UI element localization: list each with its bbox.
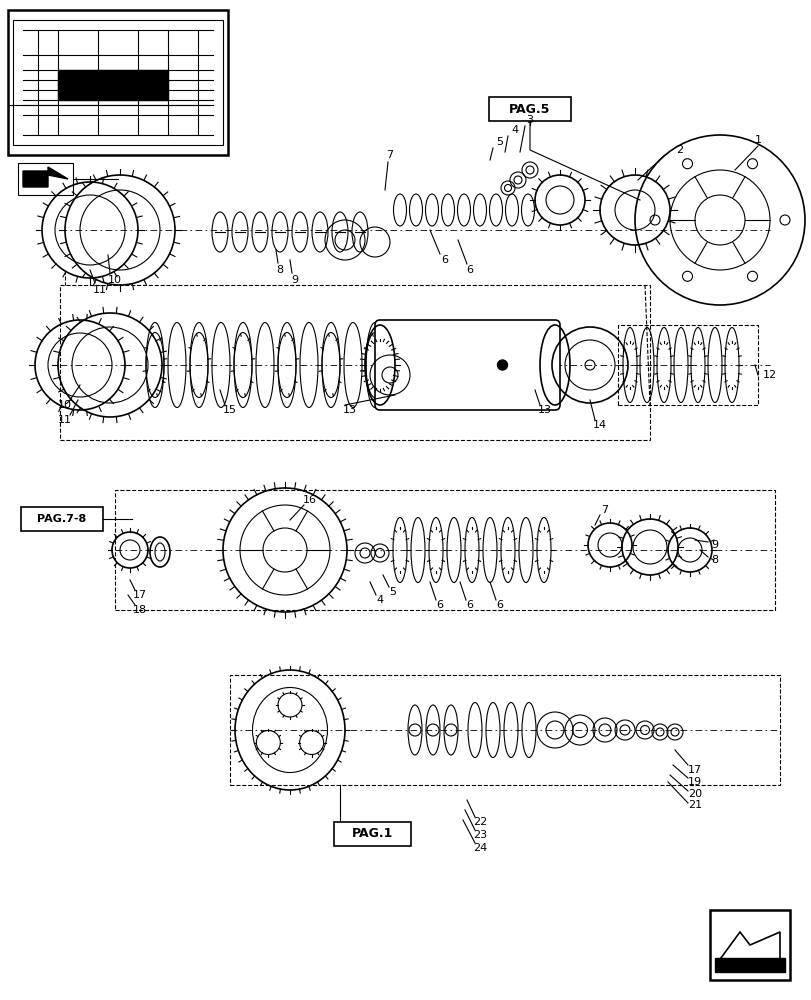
- Text: 8: 8: [710, 555, 718, 565]
- Text: 10: 10: [58, 400, 72, 410]
- FancyBboxPatch shape: [333, 822, 410, 846]
- Text: 17: 17: [687, 765, 702, 775]
- Text: 18: 18: [133, 605, 147, 615]
- Text: 7: 7: [601, 505, 607, 515]
- Bar: [13, 20, 223, 145]
- Circle shape: [497, 360, 507, 370]
- Text: 22: 22: [472, 817, 487, 827]
- Text: 6: 6: [441, 255, 448, 265]
- Text: 2: 2: [676, 145, 683, 155]
- FancyBboxPatch shape: [488, 97, 570, 121]
- Text: 3: 3: [526, 115, 533, 125]
- Text: PAG.5: PAG.5: [508, 103, 550, 116]
- Text: PAG.1: PAG.1: [351, 827, 393, 840]
- Text: 9: 9: [710, 540, 718, 550]
- Text: 6: 6: [436, 600, 443, 610]
- Bar: [18, 163, 73, 195]
- Text: 23: 23: [472, 830, 487, 840]
- Text: 10: 10: [108, 275, 122, 285]
- Text: 16: 16: [303, 495, 316, 505]
- Text: 9: 9: [291, 275, 298, 285]
- Text: 12: 12: [762, 370, 776, 380]
- Text: 4: 4: [511, 125, 518, 135]
- Bar: [115, 490, 774, 610]
- Text: 8: 8: [276, 265, 283, 275]
- Text: 5: 5: [389, 587, 396, 597]
- Text: 5: 5: [496, 137, 503, 147]
- Text: 24: 24: [472, 843, 487, 853]
- Text: 6: 6: [496, 600, 503, 610]
- Text: PAG.7-8: PAG.7-8: [37, 514, 87, 524]
- FancyBboxPatch shape: [8, 10, 228, 155]
- Bar: [709, 910, 789, 980]
- Text: 7: 7: [386, 150, 393, 160]
- FancyBboxPatch shape: [375, 320, 560, 410]
- Bar: [230, 675, 779, 785]
- Text: 19: 19: [687, 777, 702, 787]
- Text: 15: 15: [223, 405, 237, 415]
- Polygon shape: [23, 167, 68, 187]
- Text: 4: 4: [376, 595, 383, 605]
- Text: 17: 17: [133, 590, 147, 600]
- Text: 13: 13: [342, 405, 357, 415]
- Bar: [58, 70, 168, 100]
- Bar: [60, 285, 649, 440]
- Text: 1: 1: [753, 135, 761, 145]
- FancyBboxPatch shape: [21, 507, 103, 531]
- Text: 20: 20: [687, 789, 702, 799]
- Text: 14: 14: [592, 420, 607, 430]
- Text: 13: 13: [538, 405, 551, 415]
- Text: 11: 11: [58, 415, 72, 425]
- Text: 11: 11: [93, 285, 107, 295]
- Bar: [617, 325, 757, 405]
- Text: 6: 6: [466, 600, 473, 610]
- Polygon shape: [714, 958, 784, 972]
- Text: 21: 21: [687, 800, 702, 810]
- Text: 6: 6: [466, 265, 473, 275]
